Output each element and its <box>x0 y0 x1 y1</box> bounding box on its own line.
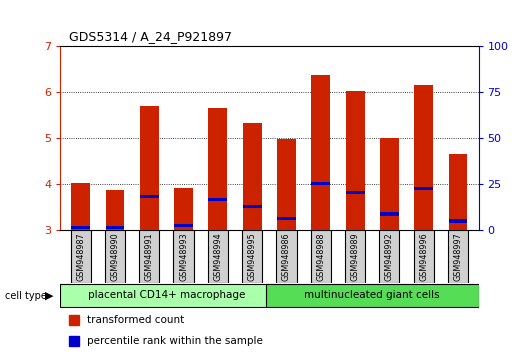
Bar <box>414 85 433 230</box>
Text: GSM948995: GSM948995 <box>248 232 257 281</box>
Bar <box>140 106 159 230</box>
Text: transformed count: transformed count <box>87 315 185 325</box>
Text: GSM948992: GSM948992 <box>385 232 394 281</box>
Bar <box>346 191 365 194</box>
Bar <box>209 108 228 230</box>
Bar <box>71 183 90 230</box>
Bar <box>174 224 193 227</box>
Bar <box>208 230 228 283</box>
Bar <box>311 75 330 230</box>
Text: ▶: ▶ <box>46 291 54 301</box>
Bar <box>106 226 124 229</box>
Text: placental CD14+ macrophage: placental CD14+ macrophage <box>88 290 245 300</box>
Bar <box>277 217 296 220</box>
Text: GSM948996: GSM948996 <box>419 232 428 281</box>
Bar <box>311 182 330 185</box>
Bar <box>139 230 160 283</box>
Bar <box>140 195 159 198</box>
Bar <box>106 190 124 230</box>
Text: GSM948990: GSM948990 <box>110 232 120 281</box>
Bar <box>69 315 79 325</box>
Text: cell type: cell type <box>5 291 47 301</box>
Bar <box>243 123 262 230</box>
Bar <box>346 91 365 230</box>
Bar <box>71 230 91 283</box>
Bar <box>414 187 433 190</box>
Bar <box>380 212 399 216</box>
Text: percentile rank within the sample: percentile rank within the sample <box>87 336 263 346</box>
Bar <box>380 138 399 230</box>
Bar <box>448 230 468 283</box>
Text: GDS5314 / A_24_P921897: GDS5314 / A_24_P921897 <box>69 30 232 44</box>
Bar <box>379 230 400 283</box>
Bar <box>174 188 193 230</box>
Text: multinucleated giant cells: multinucleated giant cells <box>304 290 440 300</box>
Bar <box>311 230 331 283</box>
Text: GSM948989: GSM948989 <box>350 232 360 281</box>
Bar <box>345 230 365 283</box>
Text: GSM948991: GSM948991 <box>145 232 154 281</box>
Bar <box>266 285 479 307</box>
Text: GSM948997: GSM948997 <box>453 232 462 281</box>
Text: GSM948986: GSM948986 <box>282 232 291 281</box>
Bar <box>414 230 434 283</box>
Bar <box>209 198 228 201</box>
Text: GSM948987: GSM948987 <box>76 232 85 281</box>
Bar <box>174 230 194 283</box>
Bar <box>69 336 79 346</box>
Bar <box>243 205 262 208</box>
Bar <box>242 230 263 283</box>
Bar <box>105 230 125 283</box>
Bar <box>60 285 273 307</box>
Bar <box>449 219 468 223</box>
Bar <box>277 139 296 230</box>
Text: GSM948988: GSM948988 <box>316 232 325 281</box>
Text: GSM948994: GSM948994 <box>213 232 222 281</box>
Bar <box>449 154 468 230</box>
Bar <box>276 230 297 283</box>
Text: GSM948993: GSM948993 <box>179 232 188 281</box>
Bar <box>71 226 90 229</box>
